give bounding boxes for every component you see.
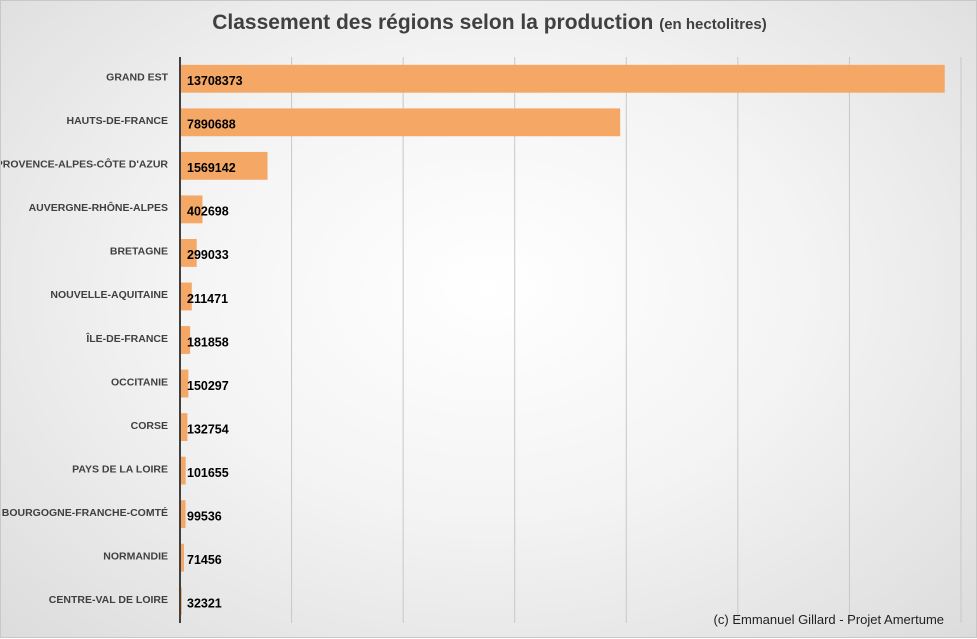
category-label: GRAND EST: [106, 72, 168, 84]
data-label: 101655: [187, 466, 229, 480]
data-label: 13708373: [187, 74, 243, 88]
credit-text: (c) Emmanuel Gillard - Projet Amertume: [713, 612, 944, 627]
data-label: 299033: [187, 248, 229, 262]
data-label: 181858: [187, 335, 229, 349]
chart-subtitle: (en hectolitres): [659, 16, 767, 33]
category-label: HAUTS-DE-FRANCE: [67, 115, 169, 127]
category-label: CORSE: [131, 420, 168, 432]
bar: [180, 543, 184, 572]
bar: [180, 500, 186, 529]
data-label: 150297: [187, 379, 229, 393]
data-label: 71456: [187, 553, 222, 567]
bar: [180, 369, 189, 398]
category-label: NOUVELLE-AQUITAINE: [50, 289, 168, 301]
data-label: 32321: [187, 597, 222, 611]
category-label: CENTRE-VAL DE LOIRE: [49, 594, 168, 606]
bar: [180, 108, 621, 137]
bar: [180, 413, 188, 442]
bar: [180, 326, 191, 354]
data-label: 99536: [187, 509, 222, 523]
chart-title: Classement des régions selon la producti…: [1, 11, 977, 35]
data-label: 402698: [187, 205, 229, 219]
category-label: BRETAGNE: [110, 246, 168, 258]
bar: [180, 238, 197, 267]
bar: [180, 282, 192, 311]
category-label: ÎLE-DE-FRANCE: [85, 332, 168, 345]
category-label: NORMANDIE: [103, 550, 168, 562]
bar: [180, 195, 203, 224]
data-label: 211471: [187, 292, 228, 306]
category-label: PROVENCE-ALPES-CÔTE D'AZUR: [1, 158, 168, 171]
category-label: PAYS DE LA LOIRE: [72, 463, 168, 475]
category-label: OCCITANIE: [111, 376, 168, 388]
category-label: BOURGOGNE-FRANCHE-COMTÉ: [2, 506, 168, 519]
data-label: 1569142: [187, 161, 236, 175]
data-label: 7890688: [187, 118, 236, 132]
bar: [180, 64, 945, 93]
bar: [180, 151, 268, 180]
data-label: 132754: [187, 422, 229, 436]
chart-title-main: Classement des régions selon la producti…: [212, 11, 654, 34]
bar: [180, 456, 186, 485]
category-label: AUVERGNE-RHÔNE-ALPES: [29, 201, 168, 214]
